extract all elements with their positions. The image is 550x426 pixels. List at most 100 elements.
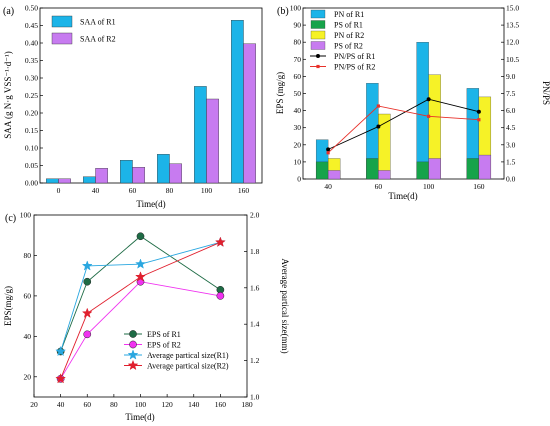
panel-c-y2tick-label: 2.0 xyxy=(250,211,260,220)
panel-b-xtick-label: 60 xyxy=(375,182,383,191)
panel-a-bar xyxy=(95,168,108,184)
panel-b-ytick-label: 0 xyxy=(297,175,301,184)
panel-a-xtick-label: 160 xyxy=(238,186,250,195)
panel-b-legend-label: PN/PS of R1 xyxy=(334,52,375,61)
panel-c-xtick-label: 120 xyxy=(162,400,174,409)
panel-b-ratio-marker xyxy=(427,114,431,118)
panel-c-xtick-label: 20 xyxy=(30,400,38,409)
panel-b-y2label: PN/PS xyxy=(541,81,550,105)
panel-b-bar-ps xyxy=(466,158,480,180)
panel-c-series-line xyxy=(60,241,221,379)
panel-b-ytick-label: 50 xyxy=(294,89,302,98)
panel-c-y2tick-label: 1.6 xyxy=(250,283,260,292)
panel-a-plot-frame xyxy=(39,7,263,184)
panel-b-ratio-marker xyxy=(476,109,481,114)
panel-a-xtick-label: 60 xyxy=(129,186,137,195)
panel-b-bar-ps xyxy=(428,158,441,180)
panel-b-bar-ps xyxy=(478,154,492,180)
panel-a-xlabel: Time(d) xyxy=(136,199,165,209)
panel-b-xtick-label: 160 xyxy=(473,182,485,191)
panel-b-ratio-marker xyxy=(376,124,381,129)
panel-a-bar xyxy=(243,43,256,184)
panel-b-ytick-label: 40 xyxy=(294,106,302,115)
panel-a-xtick-label: 100 xyxy=(201,186,213,195)
panel-a-legend-label: SAA of R1 xyxy=(80,18,116,27)
panel-b-xtick-label: 100 xyxy=(423,182,435,191)
panel-c-series-line xyxy=(60,281,221,380)
panel-b-ytick-label: 90 xyxy=(294,21,302,30)
panel-a-bar xyxy=(132,167,145,184)
panel-a-ytick-label: 0.30 xyxy=(25,74,38,83)
panel-b-legend-swatch xyxy=(310,41,326,50)
panel-b-xlabel: Time(d) xyxy=(388,191,417,201)
panel-c-legend-label: EPS of R2 xyxy=(147,341,181,350)
panel-b-ylabel: EPS (mg/g) xyxy=(275,72,285,114)
panel-b-legend-label: PN/PS of R2 xyxy=(334,63,375,72)
panel-b-ytick-label: 80 xyxy=(294,38,302,47)
panel-b-label: (b) xyxy=(277,6,289,17)
panel-c-xtick-label: 80 xyxy=(110,400,118,409)
panel-c-point xyxy=(55,345,67,357)
panel-b-legend-marker xyxy=(316,54,320,58)
panel-a-bar xyxy=(120,160,133,184)
panel-a-legend-swatch xyxy=(51,15,73,28)
panel-b-bar-ps xyxy=(378,170,391,180)
panel-b-y2tick-label: 0.0 xyxy=(506,175,516,184)
panel-a-ytick-label: 0.40 xyxy=(25,39,38,48)
panel-b-ytick-label: 20 xyxy=(294,140,302,149)
panel-b-ratio-marker xyxy=(326,151,330,155)
panel-b-y2tick-label: 1.5 xyxy=(506,157,516,166)
panel-c-point xyxy=(216,292,225,300)
panel-b-y2tick-label: 7.5 xyxy=(506,89,516,98)
panel-a-bar xyxy=(206,98,219,184)
panel-b-ytick-label: 70 xyxy=(294,55,302,64)
panel-c-xtick-label: 100 xyxy=(135,400,147,409)
panel-a-label: (a) xyxy=(3,6,14,17)
panel-b-y2tick-label: 15.0 xyxy=(506,4,519,13)
panel-c-xtick-label: 160 xyxy=(215,400,227,409)
panel-a-xtick-label: 80 xyxy=(166,186,174,195)
panel-c-point xyxy=(135,271,146,282)
panel-a-ytick-label: 0.25 xyxy=(25,91,38,100)
panel-c-legend-marker xyxy=(129,340,137,349)
panel-a-ytick-label: 0.35 xyxy=(25,56,38,65)
panel-c-y2tick-label: 1.8 xyxy=(250,247,260,256)
panel-c-legend-marker xyxy=(129,330,137,338)
panel-c-ytick-label: 80 xyxy=(24,251,32,260)
panel-b-chart: (b) EPS (mg/g) PN/PS Time(d) 0 10 20 30 40 50… xyxy=(275,4,550,202)
panel-a-bar xyxy=(157,154,170,184)
panel-a-ytick-label: 0.50 xyxy=(25,4,38,13)
panel-b-ratio-marker xyxy=(326,147,331,152)
panel-a-bar xyxy=(46,178,59,184)
panel-a-ytick-label: 0.05 xyxy=(25,161,38,170)
panel-c-xlabel: Time(d) xyxy=(125,412,154,422)
panel-a-ytick-label: 0.15 xyxy=(25,126,38,135)
panel-c-chart: (c) EPS(mg/g) Average partical size(mm) … xyxy=(3,211,290,423)
panel-b-ratio-marker xyxy=(426,97,431,102)
panel-b-ratio-line xyxy=(327,105,479,154)
panel-c-point xyxy=(83,330,92,339)
panel-b-legend-label: PN of R1 xyxy=(334,10,364,19)
panel-b-legend-swatch xyxy=(310,9,326,19)
panel-c-ytick-label: 60 xyxy=(24,291,32,300)
panel-b-y2tick-label: 12.0 xyxy=(506,38,519,47)
panel-b-legend-swatch xyxy=(310,30,326,40)
panel-b-ytick-label: 100 xyxy=(290,4,302,13)
panel-c-point xyxy=(81,307,93,318)
panel-b-ytick-label: 60 xyxy=(294,72,302,81)
panel-a-bar xyxy=(83,176,96,184)
panel-b-ratio-line xyxy=(327,98,479,150)
panel-b-ytick-label: 30 xyxy=(294,123,302,132)
panel-c-point xyxy=(81,260,93,271)
panel-c-legend-marker xyxy=(127,359,139,371)
panel-c-legend-label: Average partical size(R1) xyxy=(147,351,229,360)
panel-c-y2label: Average partical size(mm) xyxy=(280,258,290,353)
panel-b-legend-label: PS of R1 xyxy=(334,21,363,30)
panel-c-y2tick-label: 1.2 xyxy=(250,356,260,365)
panel-a-xtick-label: 0 xyxy=(57,186,61,195)
panel-c-point xyxy=(136,232,145,241)
panel-c-legend-label: EPS of R1 xyxy=(147,330,181,339)
panel-c-xtick-label: 60 xyxy=(84,400,92,409)
panel-c-xtick-label: 180 xyxy=(241,400,253,409)
